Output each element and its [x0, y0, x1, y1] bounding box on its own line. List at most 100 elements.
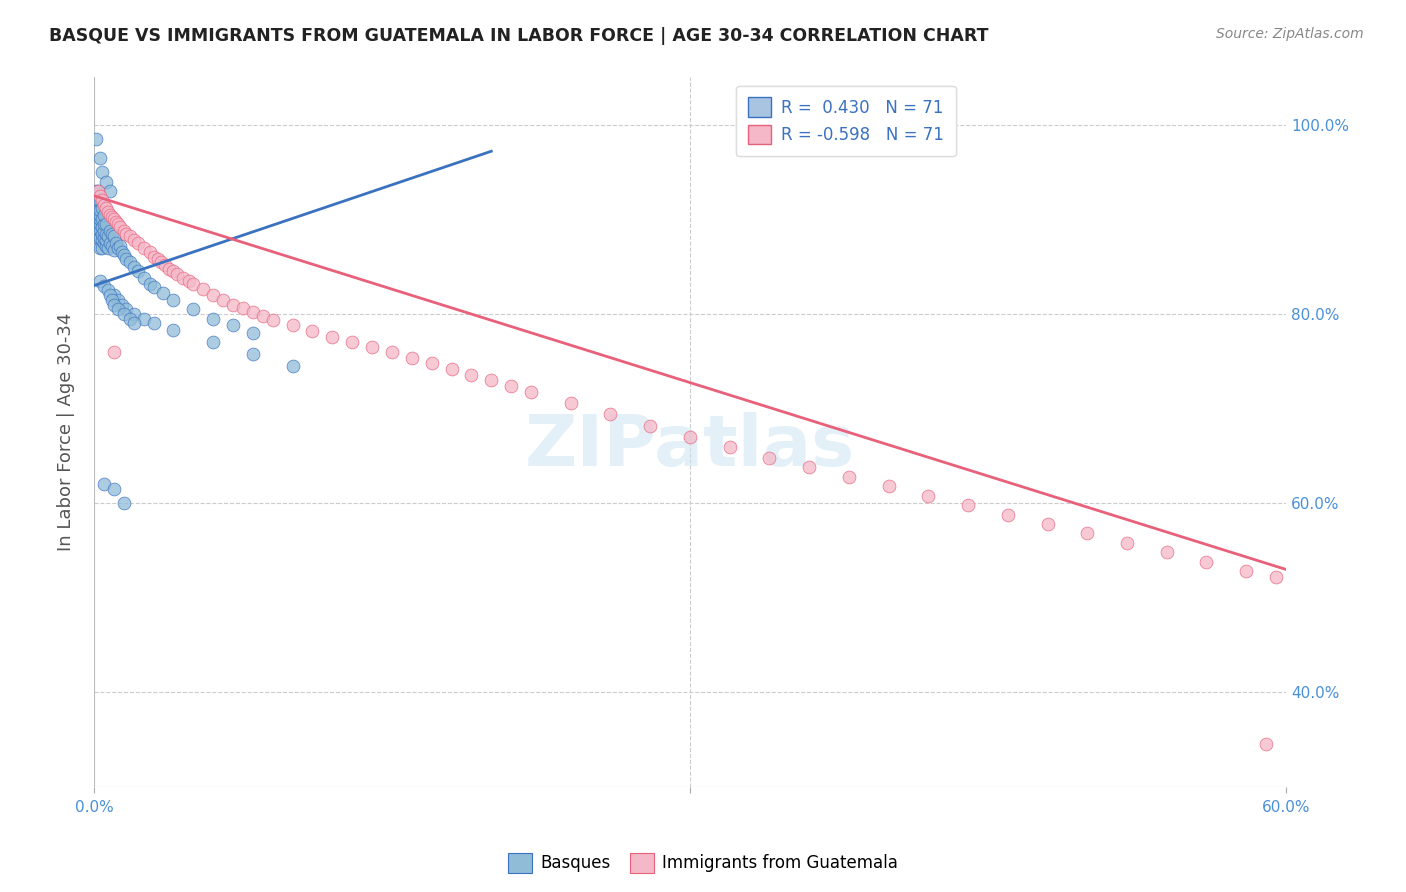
Point [87, 194, 110, 208]
Point [112, 224, 135, 238]
Point [94, 174, 117, 188]
Point [152, 286, 174, 301]
Point [111, 245, 134, 260]
Point [94, 233, 117, 247]
Point [401, 351, 423, 365]
Point [118, 311, 141, 326]
Point [758, 450, 780, 465]
Point [132, 241, 155, 255]
Point [1116, 536, 1139, 550]
Point [132, 311, 155, 326]
Point [917, 489, 939, 503]
Point [381, 344, 404, 359]
Point [107, 241, 129, 255]
Point [501, 379, 523, 393]
Point [114, 252, 136, 266]
Point [89, 212, 111, 227]
Point [93, 231, 115, 245]
Point [104, 235, 127, 250]
Point [89, 188, 111, 202]
Point [87, 217, 110, 231]
Point [599, 407, 621, 421]
Point [87, 184, 110, 198]
Text: ZIPatlas: ZIPatlas [524, 412, 855, 481]
Point [179, 274, 201, 288]
Point [84, 194, 107, 208]
Point [108, 219, 131, 234]
Point [90, 241, 112, 255]
Point [89, 217, 111, 231]
Point [118, 229, 141, 244]
Point [118, 255, 141, 269]
Point [89, 241, 111, 255]
Point [89, 202, 111, 217]
Point [242, 305, 264, 319]
Point [107, 217, 129, 231]
Point [93, 477, 115, 491]
Point [166, 267, 188, 281]
Point [103, 229, 125, 244]
Point [193, 282, 215, 296]
Point [162, 323, 184, 337]
Point [89, 231, 111, 245]
Point [262, 312, 284, 326]
Point [103, 243, 125, 257]
Point [560, 396, 582, 410]
Point [107, 293, 129, 307]
Point [111, 297, 134, 311]
Point [957, 498, 980, 512]
Point [440, 362, 463, 376]
Point [89, 151, 111, 165]
Point [93, 208, 115, 222]
Point [127, 235, 149, 250]
Point [142, 317, 165, 331]
Point [202, 311, 225, 326]
Point [84, 132, 107, 146]
Point [103, 344, 125, 359]
Point [90, 233, 112, 247]
Point [142, 280, 165, 294]
Point [90, 165, 112, 179]
Point [797, 460, 820, 475]
Point [101, 211, 124, 225]
Text: BASQUE VS IMMIGRANTS FROM GUATEMALA IN LABOR FORCE | AGE 30-34 CORRELATION CHART: BASQUE VS IMMIGRANTS FROM GUATEMALA IN L… [49, 27, 988, 45]
Point [93, 198, 115, 212]
Point [159, 261, 181, 276]
Point [89, 222, 111, 236]
Point [181, 302, 204, 317]
Point [222, 297, 245, 311]
Point [321, 329, 343, 343]
Point [101, 293, 124, 307]
Legend: Basques, Immigrants from Guatemala: Basques, Immigrants from Guatemala [502, 847, 904, 880]
Point [90, 201, 112, 215]
Point [172, 271, 194, 285]
Point [122, 317, 145, 331]
Point [87, 222, 110, 236]
Point [1195, 555, 1218, 569]
Point [162, 264, 184, 278]
Point [90, 227, 112, 241]
Point [87, 212, 110, 227]
Point [718, 441, 741, 455]
Point [97, 241, 120, 255]
Point [142, 250, 165, 264]
Point [232, 301, 254, 316]
Point [202, 335, 225, 350]
Point [361, 340, 384, 354]
Point [138, 245, 160, 260]
Point [1036, 516, 1059, 531]
Point [479, 373, 502, 387]
Point [89, 208, 111, 222]
Point [281, 318, 304, 333]
Point [112, 307, 135, 321]
Point [87, 202, 110, 217]
Point [98, 208, 121, 222]
Point [242, 326, 264, 340]
Point [103, 212, 125, 227]
Point [112, 496, 135, 510]
Point [301, 324, 323, 338]
Point [679, 430, 702, 444]
Point [122, 233, 145, 247]
Point [93, 217, 115, 231]
Point [222, 318, 245, 333]
